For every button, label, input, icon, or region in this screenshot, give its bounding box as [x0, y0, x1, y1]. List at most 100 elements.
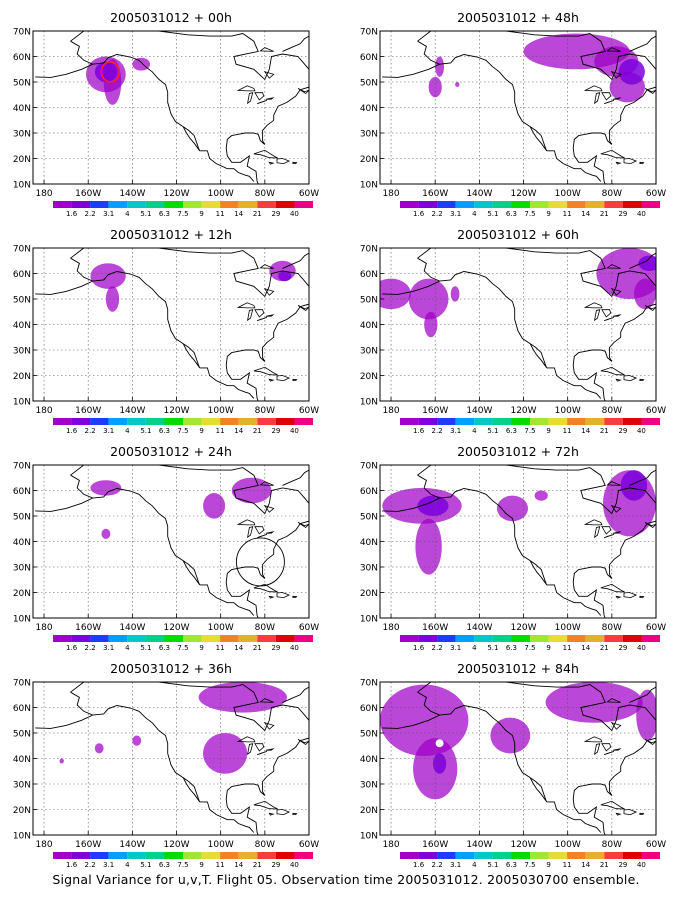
latitude-tick-label: 20N — [360, 372, 378, 382]
latitude-tick-label: 60N — [360, 53, 378, 63]
longitude-tick-label: 100W — [555, 189, 581, 199]
island-outline — [259, 47, 274, 52]
variance-region — [620, 470, 648, 501]
colorbar-label: 11 — [563, 861, 572, 869]
colorbar-label: 7.5 — [177, 210, 188, 218]
panel-title: 2005031012 + 00h — [110, 10, 232, 25]
island-outline — [600, 149, 625, 159]
longitude-tick-label: 80W — [255, 840, 275, 850]
colorbar-swatch — [455, 418, 475, 425]
latitude-tick-label: 70N — [13, 28, 31, 38]
colorbar-swatch — [492, 201, 512, 208]
longitude-tick-label: 180 — [382, 406, 399, 416]
island-outline — [639, 595, 645, 598]
longitude-tick-label: 140W — [466, 623, 492, 633]
colorbar-label: 4 — [125, 644, 130, 652]
colorbar-label: 2.2 — [85, 210, 96, 218]
colorbar-label: 14 — [234, 861, 243, 869]
coastline — [70, 465, 309, 618]
panel-title: 2005031012 + 84h — [457, 661, 579, 676]
island-outline — [259, 481, 274, 486]
longitude-tick-label: 80W — [602, 623, 622, 633]
colorbar-label: 9 — [199, 644, 203, 652]
great-lake — [612, 97, 622, 100]
colorbar-swatch — [257, 852, 276, 859]
latitude-tick-label: 50N — [360, 730, 378, 740]
longitude-tick-label: 160W — [422, 406, 448, 416]
colorbar-label: 9 — [546, 861, 550, 869]
colorbar-swatch — [548, 201, 568, 208]
colorbar-swatch — [530, 418, 549, 425]
great-lake — [236, 519, 256, 526]
colorbar-label: 21 — [253, 861, 262, 869]
island-outline — [606, 698, 621, 703]
colorbar-label: 6.3 — [506, 644, 517, 652]
latitude-tick-label: 30N — [13, 564, 31, 574]
longitude-tick-label: 60W — [299, 840, 319, 850]
colorbar-label: 6.3 — [159, 427, 170, 435]
coastline — [70, 40, 201, 152]
island-outline — [297, 522, 309, 529]
latitude-tick-label: 10N — [13, 181, 31, 191]
island-outline — [292, 161, 298, 165]
great-lake — [247, 309, 254, 322]
longitude-tick-label: 100W — [208, 406, 234, 416]
island-outline — [610, 722, 622, 730]
colorbar-label: 14 — [234, 644, 243, 652]
colorbar-swatch — [455, 852, 475, 859]
island-outline — [253, 583, 278, 593]
longitude-tick-label: 180 — [35, 840, 52, 850]
latitude-tick-label: 70N — [360, 28, 378, 38]
figure-caption: Signal Variance for u,v,T. Flight 05. Ob… — [52, 872, 640, 887]
colorbar-swatch — [53, 635, 72, 642]
colorbar-swatch — [474, 852, 493, 859]
latitude-tick-label: 50N — [13, 513, 31, 523]
colorbar-label: 40 — [637, 644, 646, 652]
latitude-tick-label: 50N — [360, 513, 378, 523]
longitude-tick-label: 100W — [208, 623, 234, 633]
island-outline — [253, 800, 278, 810]
colorbar-label: 5.1 — [487, 210, 498, 218]
colorbar-swatch — [164, 635, 183, 642]
colorbar-label: 29 — [618, 427, 627, 435]
latitude-tick-label: 20N — [360, 155, 378, 165]
colorbar-swatch — [622, 418, 642, 425]
colorbar-label: 1.6 — [66, 427, 78, 435]
variance-region — [105, 286, 120, 312]
colorbar-label: 5.1 — [140, 427, 151, 435]
coastline — [282, 252, 309, 269]
colorbar-swatch — [108, 418, 128, 425]
colorbar-label: 11 — [216, 427, 225, 435]
colorbar-label: 1.6 — [413, 210, 425, 218]
island-outline — [644, 305, 656, 312]
colorbar-label: 5.1 — [487, 644, 498, 652]
colorbar-swatch — [275, 418, 295, 425]
colorbar-swatch — [164, 201, 183, 208]
longitude-tick-label: 80W — [255, 406, 275, 416]
great-lake — [254, 309, 265, 318]
colorbar-label: 29 — [618, 861, 627, 869]
colorbar-label: 14 — [581, 861, 590, 869]
colorbar-label: 11 — [563, 427, 572, 435]
island-outline — [639, 812, 645, 815]
colorbar-swatch — [71, 418, 91, 425]
panel-title: 2005031012 + 72h — [457, 444, 579, 459]
colorbar-swatch — [585, 201, 605, 208]
colorbar-label: 4 — [472, 427, 477, 435]
latitude-tick-label: 40N — [360, 104, 378, 114]
colorbar-swatch — [511, 852, 530, 859]
colorbar-label: 3.1 — [103, 644, 114, 652]
coastline — [70, 474, 201, 586]
variance-region — [435, 56, 444, 77]
coastline — [282, 686, 309, 703]
island-outline — [263, 71, 275, 79]
colorbar-label: 7.5 — [524, 210, 535, 218]
great-lake — [247, 92, 254, 105]
coastline — [417, 682, 656, 835]
colorbar-label: 29 — [271, 644, 280, 652]
island-outline — [276, 375, 291, 382]
colorbar-swatch — [530, 201, 549, 208]
longitude-tick-label: 100W — [555, 623, 581, 633]
great-lake — [594, 92, 601, 105]
